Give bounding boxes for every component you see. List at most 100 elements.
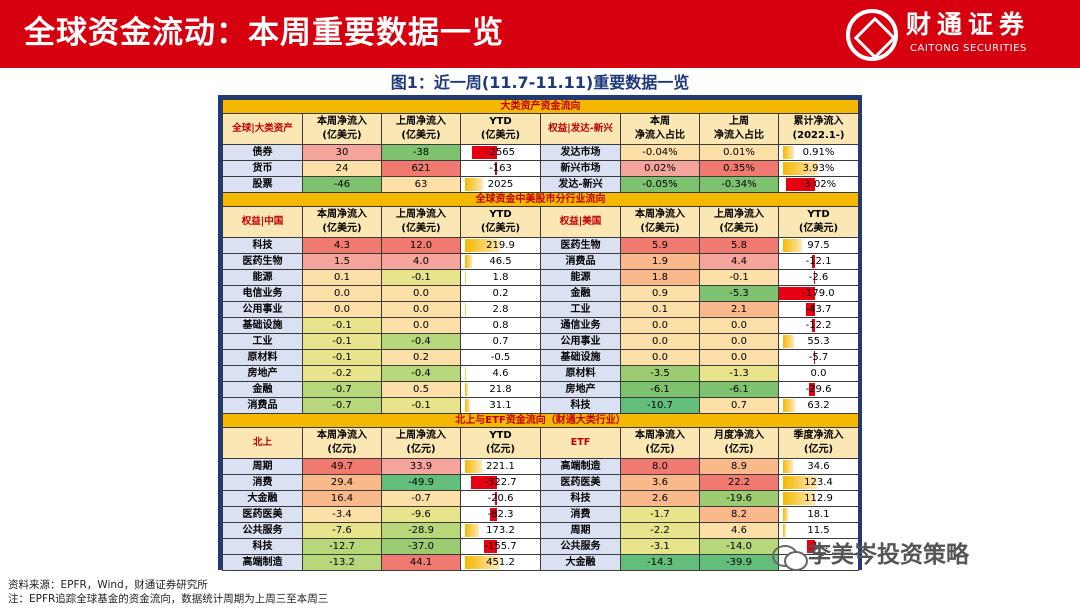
ytd-value: 21.8: [489, 383, 512, 395]
section-row: 北上与ETF资金流向（财通大类行业）: [222, 413, 859, 428]
ytd-value: 173.2: [486, 524, 515, 536]
value-cell: -49.9: [381, 474, 461, 491]
value-cell: 4.6: [699, 522, 779, 539]
value-cell: -0.4: [381, 365, 461, 382]
ytd-value: 221.1: [486, 460, 515, 472]
ytd-value: -82.3: [487, 508, 514, 520]
value-cell: 0.5: [381, 381, 461, 398]
row-label: 原材料: [540, 365, 621, 382]
ytd-cell: 46.5: [460, 253, 541, 270]
table-row: 原材料 -0.1 0.2 -0.5 基础设施 0.0 0.0 -5.7: [222, 349, 859, 366]
row-label: 科技: [540, 397, 621, 414]
value-cell: 1.8: [620, 269, 700, 286]
ytd-cell: 4.6: [460, 365, 541, 382]
value-cell: 0.01%: [699, 144, 779, 161]
ytd-cell: -5.7: [778, 349, 859, 366]
row-label: 股票: [222, 176, 303, 193]
ytd-bar: [464, 383, 469, 396]
ytd-value: 34.6: [807, 460, 830, 472]
value-cell: 0.0: [699, 317, 779, 334]
value-cell: 0.0: [699, 349, 779, 366]
ytd-cell: 3.93%: [778, 160, 859, 177]
row-label: 公共服务: [222, 522, 303, 539]
ytd-value: 31.1: [489, 399, 512, 411]
ytd-value: 11.5: [807, 524, 830, 536]
watermark-text: 李美岑投资策略: [808, 542, 969, 568]
ytd-cell: 451.2: [460, 554, 541, 571]
row-label: 债券: [222, 144, 303, 161]
value-cell: -6.1: [620, 381, 700, 398]
ytd-cell: -163: [460, 160, 541, 177]
value-cell: -9.6: [381, 506, 461, 523]
row-label: 科技: [222, 237, 303, 254]
row-label: 发达-新兴: [540, 176, 621, 193]
ytd-bar: [813, 351, 815, 364]
ytd-value: 3.93%: [802, 162, 835, 174]
table-row: 股票 -46 63 2025 发达-新兴 -0.05% -0.34% -3.02%: [222, 176, 859, 193]
ytd-cell: 112.9: [778, 490, 859, 507]
caitong-logo-icon: [846, 9, 898, 61]
ytd-value: -155.7: [484, 540, 517, 552]
ytd-bar: [782, 335, 794, 348]
ytd-value: -322.7: [484, 476, 517, 488]
row-label: 原材料: [222, 349, 303, 366]
group-label: 权益|发达-新兴: [540, 113, 621, 145]
group-label: 全球|大类资产: [222, 113, 303, 145]
ytd-value: -12.2: [805, 319, 832, 331]
ytd-bar: [782, 476, 818, 489]
row-label: 科技: [222, 538, 303, 555]
value-cell: 4.4: [699, 253, 779, 270]
ytd-value: 63.2: [807, 399, 830, 411]
ytd-value: -29.6: [805, 383, 832, 395]
ytd-value: -0.5: [490, 351, 511, 363]
ytd-value: 97.5: [807, 239, 830, 251]
row-label: 新兴市场: [540, 160, 621, 177]
value-cell: 0.0: [699, 333, 779, 350]
value-cell: -3.5: [620, 365, 700, 382]
value-cell: -10.7: [620, 397, 700, 414]
value-cell: 0.0: [381, 301, 461, 318]
row-label: 大金融: [222, 490, 303, 507]
ytd-value: 46.5: [489, 255, 512, 267]
row-label: 医药生物: [222, 253, 303, 270]
ytd-value: -20.6: [487, 492, 514, 504]
row-label: 消费: [540, 506, 621, 523]
ytd-cell: -2.6: [778, 269, 859, 286]
ytd-cell: -3.02%: [778, 176, 859, 193]
header-row: 北上 本周净流入 (亿元) 上周净流入 (亿元) YTD (亿元) ETF 本周净流入 (亿元) 月…: [222, 427, 859, 459]
ytd-bar: [808, 383, 815, 396]
value-cell: -5.3: [699, 285, 779, 302]
column-header: 本周净流入 (亿美元): [620, 206, 700, 238]
ytd-cell: 0.8: [460, 317, 541, 334]
value-cell: -19.6: [699, 490, 779, 507]
row-label: 能源: [222, 269, 303, 286]
ytd-bar: [812, 255, 815, 268]
value-cell: 29.4: [302, 474, 382, 491]
figure-title: 图1：近一周(11.7-11.11)重要数据一览: [390, 73, 690, 92]
value-cell: -37.0: [381, 538, 461, 555]
row-label: 货币: [222, 160, 303, 177]
column-header: 本周净流入 (亿元): [620, 427, 700, 459]
value-cell: 621: [381, 160, 461, 177]
ytd-cell: 2025: [460, 176, 541, 193]
column-header: 上周净流入 (亿美元): [699, 206, 779, 238]
ytd-bar: [471, 146, 497, 159]
ytd-bar: [782, 146, 794, 159]
brand-name: 财通证券: [906, 10, 1031, 39]
value-cell: 0.0: [620, 333, 700, 350]
value-cell: 1.9: [620, 253, 700, 270]
ytd-cell: -12.2: [778, 317, 859, 334]
ytd-value: 219.9: [486, 239, 515, 251]
column-header: 上周净流入 (亿元): [381, 427, 461, 459]
value-cell: -0.1: [302, 333, 382, 350]
value-cell: -38: [381, 144, 461, 161]
ytd-cell: -29.6: [778, 381, 859, 398]
value-cell: -0.1: [381, 269, 461, 286]
table-row: 科技 -12.7 -37.0 -155.7 公共服务 -3.1 -14.0 -1...: [222, 538, 859, 555]
value-cell: 0.0: [381, 317, 461, 334]
value-cell: 8.0: [620, 458, 700, 475]
table-row: 周期 49.7 33.9 221.1 高端制造 8.0 8.9 34.6: [222, 458, 859, 475]
ytd-cell: 18.1: [778, 506, 859, 523]
ytd-cell: 0.91%: [778, 144, 859, 161]
ytd-bar: [464, 524, 479, 537]
